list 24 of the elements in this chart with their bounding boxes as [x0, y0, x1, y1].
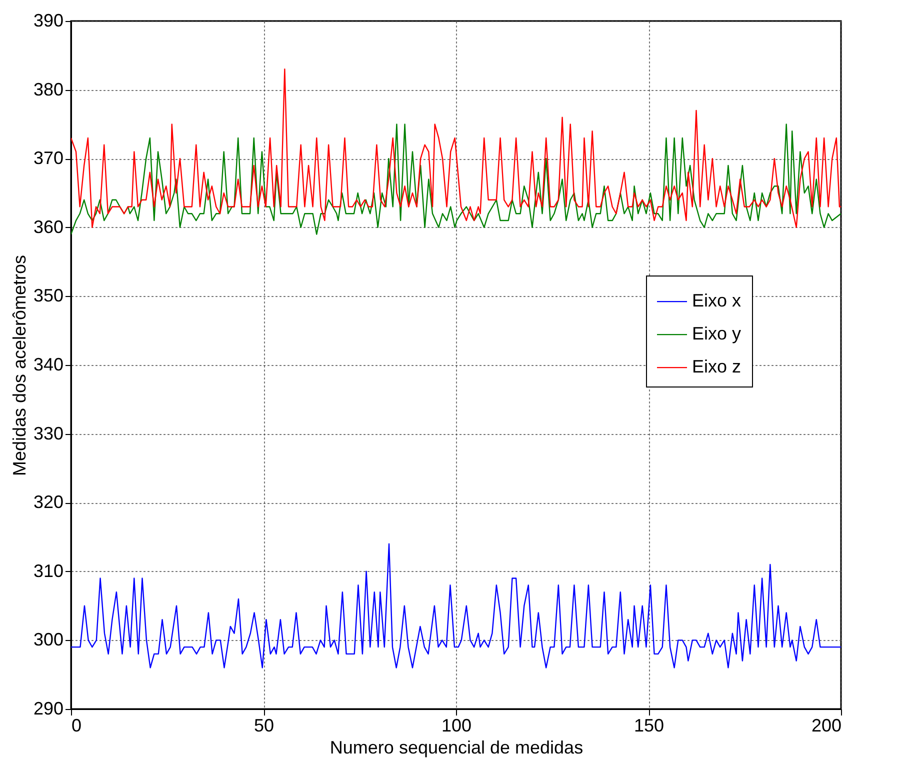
y-tick-label: 340 — [33, 354, 64, 374]
y-tick-label: 380 — [33, 79, 64, 100]
y-tick-label: 390 — [33, 10, 64, 30]
y-tick-label: 320 — [33, 492, 64, 512]
x-tick-label: 0 — [72, 716, 82, 736]
legend-label: Eixo y — [692, 324, 742, 344]
line-series — [71, 543, 841, 668]
line-series — [71, 124, 841, 235]
y-tick-label: 350 — [33, 286, 64, 306]
y-tick-label: 300 — [33, 630, 64, 650]
y-tick-label: 290 — [33, 698, 64, 718]
line-series — [71, 68, 841, 228]
y-tick-label: 370 — [33, 148, 64, 168]
x-tick-label: 100 — [441, 716, 472, 736]
x-tick-label: 200 — [811, 716, 842, 736]
legend-label: Eixo x — [692, 290, 742, 311]
y-tick-label: 330 — [33, 423, 64, 444]
x-tick-label: 150 — [634, 716, 664, 736]
x-tick-label: 50 — [254, 716, 274, 736]
y-tick-label: 360 — [33, 216, 64, 237]
legend-label: Eixo z — [692, 356, 742, 377]
y-tick-label: 310 — [33, 560, 64, 581]
y-axis-title: Medidas dos acelerômetros — [9, 254, 30, 476]
x-axis-title: Numero sequencial de medidas — [330, 738, 584, 758]
